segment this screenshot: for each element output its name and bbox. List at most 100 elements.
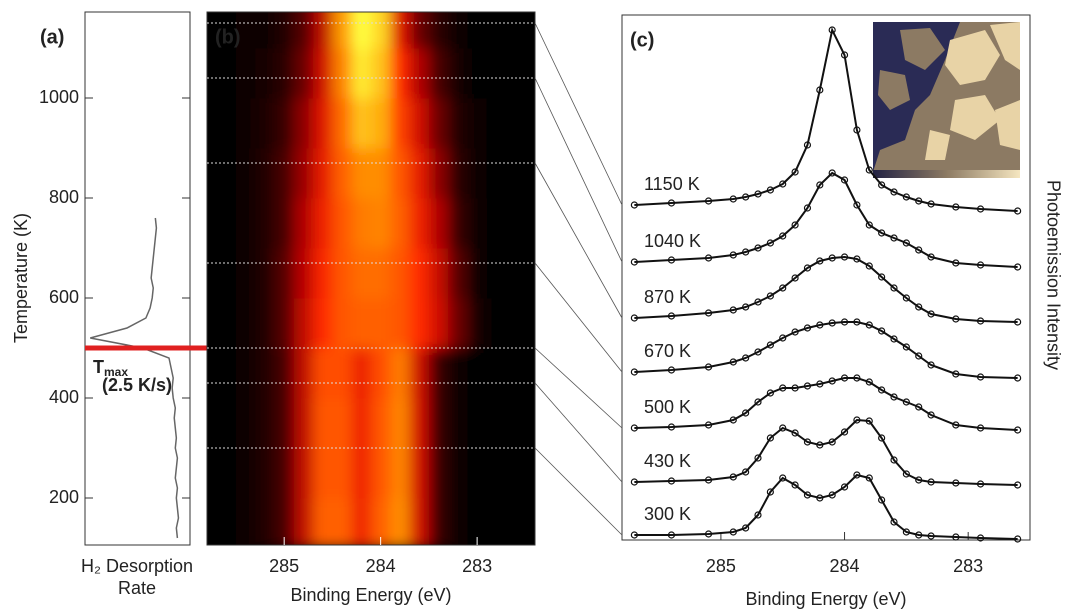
heat-cell bbox=[235, 498, 256, 545]
heat-cell bbox=[448, 448, 468, 499]
heat-cell bbox=[467, 348, 488, 399]
spectrum-point bbox=[902, 294, 910, 302]
series-label: 670 K bbox=[644, 341, 691, 361]
spectrum-point bbox=[840, 176, 849, 184]
spectrum-point bbox=[878, 434, 886, 442]
spectrum-point bbox=[667, 366, 676, 374]
heat-cell bbox=[371, 12, 391, 49]
heat-cell bbox=[428, 198, 449, 249]
spectrum-point bbox=[791, 168, 799, 176]
spectrum-point bbox=[865, 321, 873, 329]
spectrum-point bbox=[754, 511, 762, 519]
heat-cell bbox=[351, 98, 372, 149]
series-label: 500 K bbox=[644, 397, 691, 417]
spectrum-point bbox=[754, 398, 762, 406]
heat-cell bbox=[351, 398, 372, 449]
spectrum-point bbox=[1014, 374, 1022, 382]
heat-cell bbox=[486, 348, 507, 399]
y-tick-label: 400 bbox=[49, 387, 79, 407]
spectrum-point bbox=[803, 324, 812, 332]
heat-cell bbox=[332, 48, 353, 99]
x-tick-label: 283 bbox=[953, 556, 983, 576]
spectrum bbox=[634, 255, 1018, 323]
spectrum-point bbox=[828, 319, 836, 327]
spectrum-point bbox=[927, 361, 935, 369]
spectrum-point bbox=[729, 195, 737, 203]
spectrum-point bbox=[976, 261, 985, 269]
spectrum-point bbox=[742, 354, 750, 362]
tmax-rate: (2.5 K/s) bbox=[102, 375, 172, 395]
series-label: 1150 K bbox=[644, 174, 700, 194]
heat-cell bbox=[467, 298, 488, 349]
panel-frame bbox=[621, 14, 1031, 541]
spectrum-point bbox=[742, 524, 750, 532]
heat-cell bbox=[255, 248, 276, 299]
spectrum-point bbox=[630, 258, 638, 266]
heat-cell bbox=[216, 348, 237, 399]
spectrum-point bbox=[853, 201, 861, 209]
spectrum-point bbox=[828, 254, 836, 262]
spectrum-point bbox=[667, 423, 676, 431]
spectrum-point bbox=[754, 454, 762, 462]
heat-cell bbox=[313, 148, 333, 199]
spectrum-point bbox=[704, 309, 713, 317]
heat-cell bbox=[332, 298, 353, 349]
heat-cell bbox=[293, 12, 314, 49]
heat-cell bbox=[390, 298, 411, 349]
spectrum-point bbox=[766, 389, 774, 397]
spectrum-point bbox=[927, 478, 935, 486]
heat-cell bbox=[351, 298, 372, 349]
heat-cell bbox=[390, 48, 411, 99]
heat-cell bbox=[467, 448, 488, 499]
spectrum-point bbox=[952, 203, 960, 211]
spectrum-point bbox=[754, 298, 762, 306]
spectrum-point bbox=[890, 393, 898, 401]
heat-cell bbox=[371, 448, 391, 499]
heat-cell bbox=[351, 498, 372, 545]
spectrum-point bbox=[915, 303, 923, 311]
spectrum bbox=[634, 26, 1018, 212]
spectrum-point bbox=[791, 221, 799, 229]
spectrum-point bbox=[878, 273, 886, 281]
heat-cell bbox=[274, 12, 295, 49]
heat-cell bbox=[274, 48, 295, 99]
heat-cell bbox=[371, 148, 391, 199]
heat-cell bbox=[409, 48, 430, 99]
desorption-trace bbox=[90, 217, 180, 539]
spectrum-point bbox=[779, 474, 787, 482]
connector bbox=[534, 77, 623, 263]
heat-cell bbox=[486, 448, 507, 499]
heat-cell bbox=[274, 498, 295, 545]
spectrum-point bbox=[779, 334, 787, 342]
heat-cell bbox=[274, 298, 295, 349]
spectrum-point bbox=[803, 491, 812, 499]
spectrum-point bbox=[630, 478, 638, 486]
heat-cell bbox=[371, 298, 391, 349]
spectrum-point bbox=[890, 234, 898, 242]
spectrum-point bbox=[952, 259, 960, 267]
spectrum-point bbox=[803, 382, 812, 390]
heat-cell bbox=[216, 148, 237, 199]
heat-cell bbox=[235, 298, 256, 349]
spectrum-point bbox=[742, 468, 750, 476]
heat-cell bbox=[428, 448, 449, 499]
heat-cell bbox=[255, 398, 276, 449]
heat-cell bbox=[371, 348, 391, 399]
heat-cell bbox=[255, 348, 276, 399]
heat-cell bbox=[448, 248, 468, 299]
heat-cell bbox=[428, 298, 449, 349]
heat-cell bbox=[486, 198, 507, 249]
y-tick-label: 1000 bbox=[39, 87, 79, 107]
spectrum-point bbox=[865, 378, 873, 386]
heat-cell bbox=[467, 198, 488, 249]
x-axis-label: Binding Energy (eV) bbox=[745, 589, 906, 609]
spectrum-point bbox=[976, 373, 985, 381]
connector bbox=[534, 262, 623, 373]
spectrum-point bbox=[630, 531, 638, 539]
heat-cell bbox=[332, 398, 353, 449]
heat-cell bbox=[351, 348, 372, 399]
y-axis-label: Temperature (K) bbox=[11, 213, 31, 343]
heat-cell bbox=[255, 298, 276, 349]
spectrum-point bbox=[729, 473, 737, 481]
